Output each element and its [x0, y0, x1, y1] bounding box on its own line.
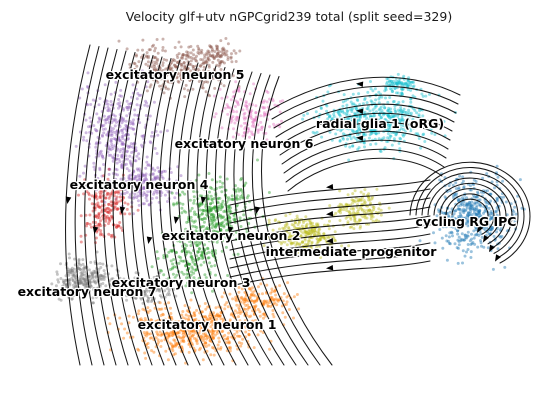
- cluster-label-rg1: radial glia 1 (oRG): [316, 116, 444, 131]
- cluster-label-cyc: cycling RG IPC: [416, 214, 517, 229]
- cluster-label-exn4: excitatory neuron 4: [70, 177, 209, 192]
- cluster-label-ip: intermediate progenitor: [266, 244, 438, 259]
- cluster-label-exn6: excitatory neuron 6: [175, 136, 314, 151]
- cluster-label-exn2: excitatory neuron 2: [162, 228, 301, 243]
- plot-title: Velocity glf+utv nGPCgrid239 total (spli…: [126, 9, 452, 24]
- cluster-label-exn5: excitatory neuron 5: [106, 67, 245, 82]
- cluster-label-exn1: excitatory neuron 1: [138, 317, 277, 332]
- cluster-label-exn7: excitatory neuron 7: [18, 284, 157, 299]
- cell-scatter: [50, 37, 525, 365]
